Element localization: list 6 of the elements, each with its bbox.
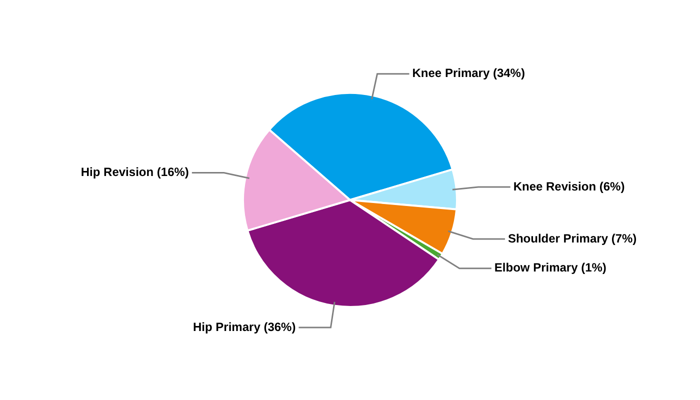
slice-label: Hip Revision (16%)	[80, 165, 189, 180]
slice-label: Hip Primary (36%)	[193, 320, 296, 334]
slice-label: Knee Primary (34%)	[412, 66, 525, 80]
slice-label: Elbow Primary (1%)	[494, 260, 606, 275]
slice-label: Shoulder Primary (7%)	[508, 231, 637, 246]
slice-label: Knee Revision (6%)	[513, 179, 625, 194]
